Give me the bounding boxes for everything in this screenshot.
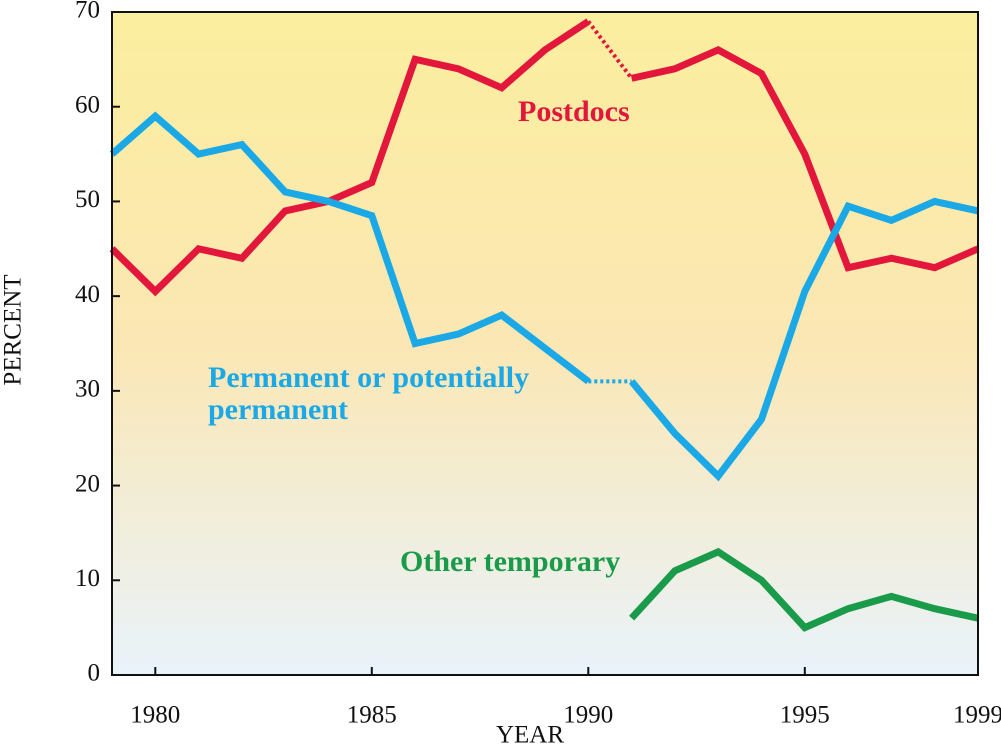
y-tick-label: 30 bbox=[75, 376, 100, 403]
y-tick-label: 10 bbox=[75, 565, 100, 592]
plot-background bbox=[112, 12, 978, 675]
series-line bbox=[630, 45, 980, 272]
y-axis-label: PERCENT bbox=[0, 274, 27, 385]
x-axis-label: YEAR bbox=[496, 722, 564, 749]
series-line bbox=[109, 111, 591, 385]
y-tick-label: 60 bbox=[75, 91, 100, 118]
series-label: Permanent or potentially permanent bbox=[208, 361, 530, 426]
x-tick-label: 1995 bbox=[780, 702, 830, 729]
y-tick-label: 20 bbox=[75, 470, 100, 497]
series-line bbox=[629, 547, 979, 632]
y-tick-label: 0 bbox=[88, 660, 101, 687]
series-line bbox=[109, 18, 591, 297]
series-line bbox=[628, 197, 979, 482]
y-tick-label: 50 bbox=[75, 186, 100, 213]
x-tick-label: 1985 bbox=[347, 702, 397, 729]
plot-frame bbox=[111, 11, 979, 676]
y-tick-label: 40 bbox=[75, 281, 100, 308]
y-tick-label: 70 bbox=[75, 0, 100, 24]
x-tick-label: 1999 bbox=[953, 702, 1001, 729]
series-label: Other temporary bbox=[400, 545, 621, 578]
x-tick-label: 1990 bbox=[563, 702, 613, 729]
x-tick-label: 1980 bbox=[130, 702, 180, 729]
series-label: Postdocs bbox=[518, 95, 630, 128]
